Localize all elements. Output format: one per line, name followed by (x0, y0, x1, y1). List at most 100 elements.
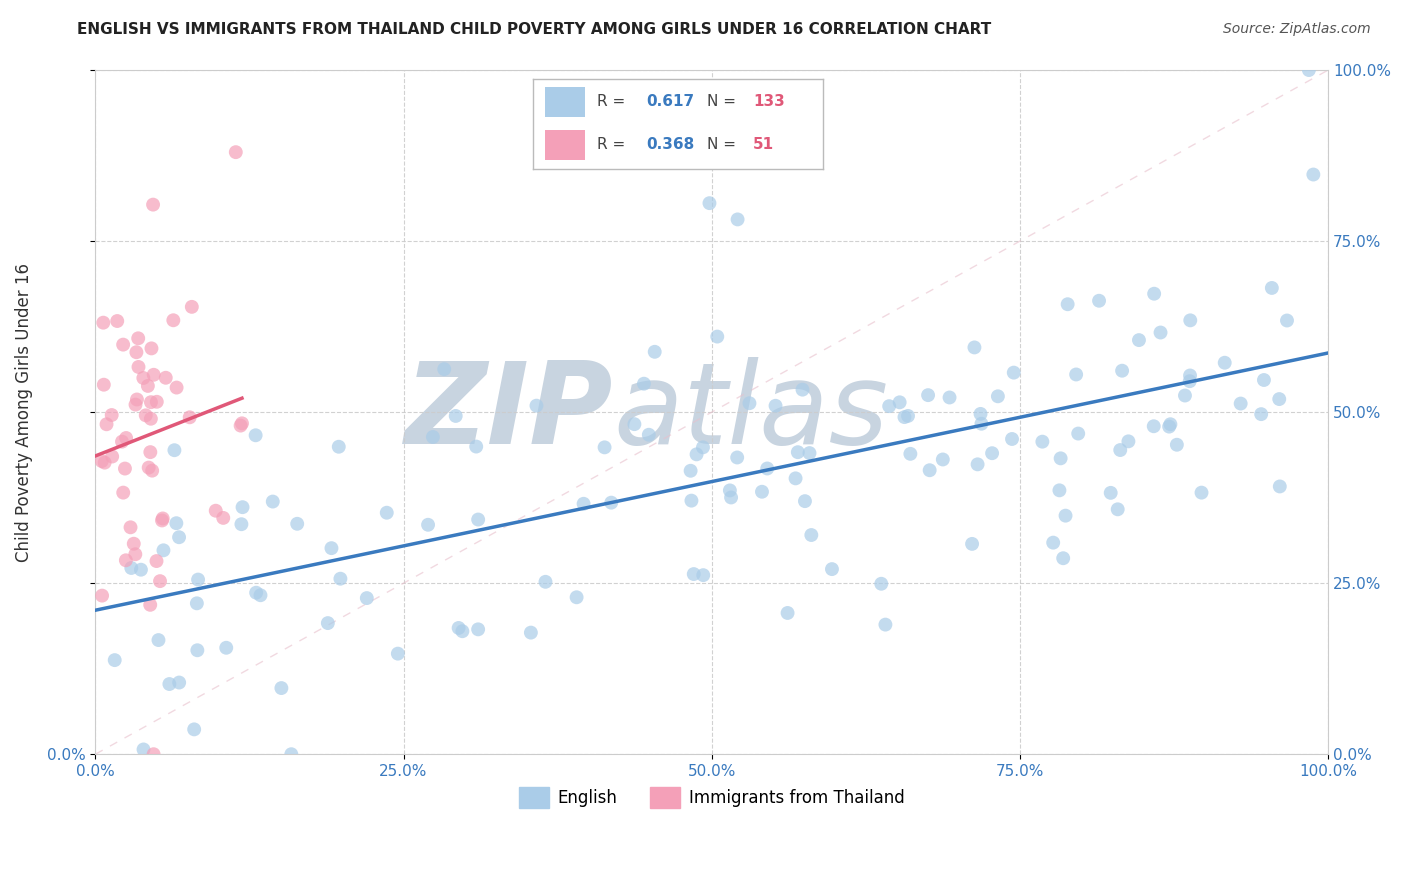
Point (706, 329, 728, 343)
Point (245, 428, 267, 442)
Point (593, 441, 616, 455)
Point (534, 574, 557, 589)
Point (91, 589, 114, 603)
Point (572, 497, 595, 511)
Point (623, 417, 645, 432)
Point (139, 445, 162, 459)
Point (280, 747, 302, 762)
Point (186, 643, 208, 657)
Point (104, 653, 127, 667)
Point (101, 450, 124, 464)
Point (93, 377, 115, 392)
Point (270, 681, 292, 695)
Point (231, 517, 253, 532)
Point (249, 588, 271, 602)
Point (245, 585, 267, 599)
Point (232, 500, 254, 515)
Point (93, 456, 115, 470)
Point (1191, 485, 1213, 500)
Point (1031, 434, 1053, 449)
Point (416, 517, 439, 532)
Point (422, 430, 444, 444)
Point (111, 434, 134, 449)
Point (467, 623, 489, 637)
Point (875, 617, 897, 632)
Point (148, 633, 170, 648)
Point (1159, 419, 1181, 434)
Point (966, 458, 988, 472)
Point (1067, 426, 1090, 441)
Point (122, 537, 145, 551)
Point (963, 340, 986, 354)
Point (167, 675, 190, 690)
Point (918, 463, 941, 477)
Point (139, 598, 162, 612)
Point (186, 596, 208, 610)
Point (870, 576, 893, 591)
Point (285, 516, 308, 531)
Point (356, 591, 378, 605)
Point (146, 394, 169, 409)
Point (132, 371, 155, 385)
Point (633, 376, 655, 391)
Point (800, 528, 823, 542)
Point (1042, 535, 1064, 549)
Point (149, 574, 172, 589)
Point (1261, 281, 1284, 295)
Point (893, 410, 915, 425)
Point (124, 398, 146, 412)
Point (1143, 286, 1166, 301)
Point (1099, 486, 1122, 500)
Point (938, 391, 960, 405)
Point (1159, 417, 1181, 432)
Point (1088, 293, 1111, 308)
Point (526, 399, 548, 413)
Point (725, 450, 748, 465)
Point (1174, 388, 1197, 402)
Point (727, 212, 749, 227)
Point (138, 460, 160, 475)
Point (180, 300, 202, 314)
Point (1298, 63, 1320, 78)
Point (152, 543, 174, 558)
Point (699, 196, 721, 211)
Point (1109, 443, 1132, 458)
Point (155, 371, 177, 385)
Point (141, 342, 163, 356)
Point (145, 554, 167, 568)
Point (1229, 396, 1251, 410)
Point (135, 409, 157, 423)
Point (215, 640, 238, 655)
Point (120, 520, 142, 534)
Point (142, 368, 165, 382)
Point (1253, 373, 1275, 387)
Point (1250, 407, 1272, 421)
Point (329, 572, 352, 586)
Point (183, 723, 205, 737)
Point (786, 445, 808, 459)
Point (129, 563, 152, 577)
Point (600, 496, 623, 510)
Point (1107, 502, 1129, 516)
Point (1054, 508, 1077, 523)
Point (120, 561, 142, 575)
Point (105, 314, 128, 328)
Point (112, 485, 135, 500)
Point (125, 345, 148, 359)
Point (756, 461, 779, 475)
Y-axis label: Child Poverty Among Girls Under 16: Child Poverty Among Girls Under 16 (15, 262, 32, 562)
Point (316, 616, 339, 631)
Point (127, 331, 149, 345)
Point (981, 446, 1004, 460)
Point (115, 553, 138, 567)
Text: atlas: atlas (613, 357, 889, 467)
Point (387, 647, 409, 661)
Point (794, 494, 817, 508)
Point (821, 562, 844, 576)
Point (1149, 326, 1171, 340)
Point (1002, 366, 1025, 380)
Point (1001, 432, 1024, 446)
Point (444, 409, 467, 423)
Point (187, 573, 209, 587)
Point (1268, 392, 1291, 406)
